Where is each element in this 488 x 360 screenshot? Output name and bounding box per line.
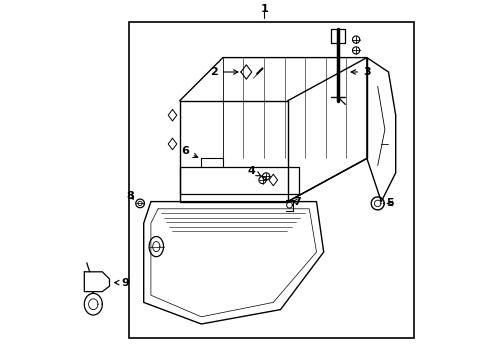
- Text: 5: 5: [386, 198, 393, 208]
- Bar: [129, 22, 413, 338]
- Text: 9: 9: [114, 278, 129, 288]
- Text: 3: 3: [350, 67, 370, 77]
- Text: 6: 6: [181, 146, 197, 157]
- Text: 7: 7: [292, 197, 300, 207]
- Text: 8: 8: [126, 191, 134, 201]
- Text: 1: 1: [260, 4, 267, 14]
- Text: 2: 2: [209, 67, 238, 77]
- Text: 4: 4: [247, 166, 261, 176]
